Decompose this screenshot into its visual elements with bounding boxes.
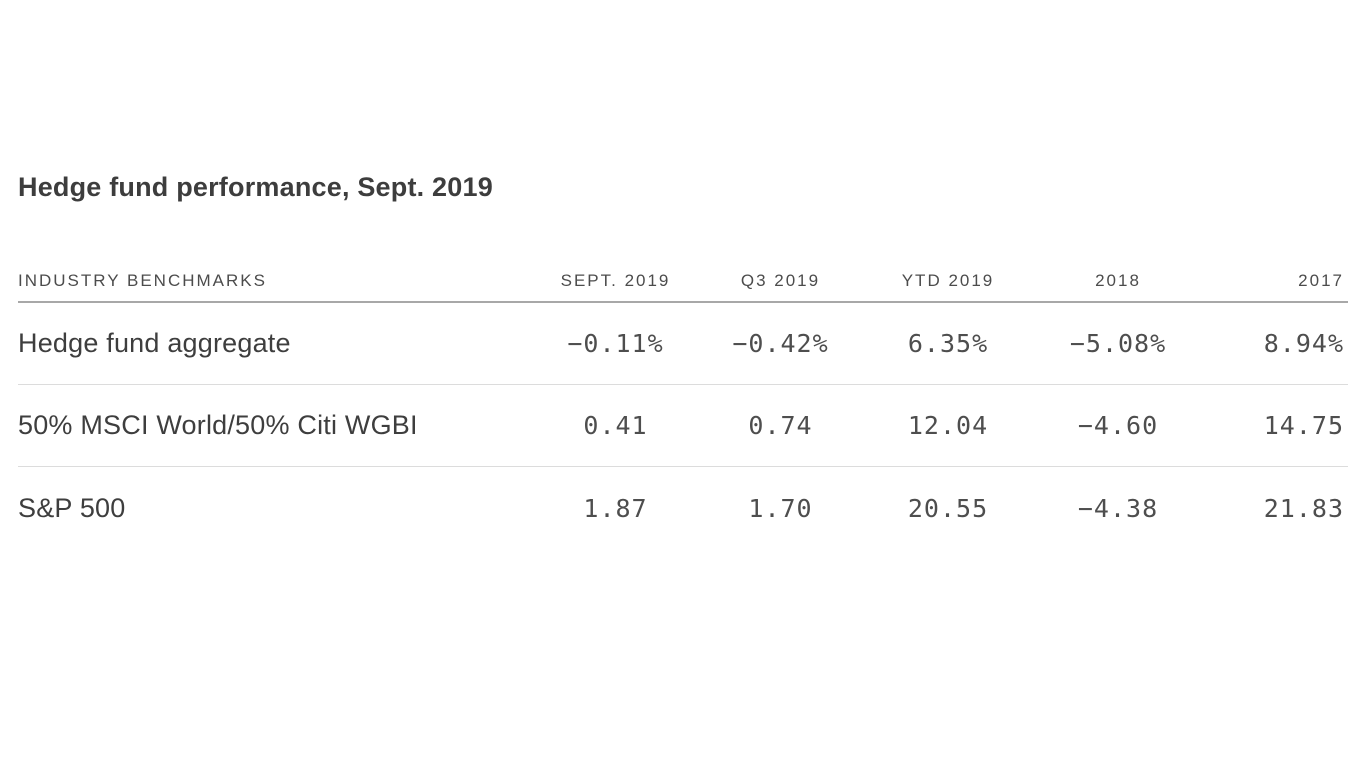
cell-value: 20.55 (907, 493, 989, 523)
page-title: Hedge fund performance, Sept. 2019 (18, 172, 493, 202)
table-row: 50% MSCI World/50% Citi WGBI 0.41 0.74 12.0… (18, 385, 1348, 467)
cell-value: 1.70 (748, 493, 813, 523)
cell-value: −0.11% (567, 329, 664, 358)
cell-value: −0.42% (732, 329, 829, 358)
column-header-benchmarks: INDUSTRY BENCHMARKS (18, 271, 267, 290)
table-header-row: INDUSTRY BENCHMARKS SEPT. 2019 Q3 2019 YTD… (18, 256, 1348, 303)
column-header: SEPT. 2019 (560, 271, 671, 290)
cell-value: 21.83 (1263, 493, 1344, 523)
cell-value: 1.87 (583, 493, 648, 523)
table-row: Hedge fund aggregate −0.11% −0.42% 6.35% −5.… (18, 303, 1348, 385)
column-header: 2018 (1095, 271, 1141, 290)
row-label: Hedge fund aggregate (18, 328, 291, 358)
table-row: S&P 500 1.87 1.70 20.55 −4.38 21.83 (18, 467, 1348, 549)
table-body: Hedge fund aggregate −0.11% −0.42% 6.35% −5.… (18, 303, 1348, 549)
benchmark-table: INDUSTRY BENCHMARKS SEPT. 2019 Q3 2019 YTD… (18, 256, 1348, 549)
cell-value: 0.74 (748, 411, 813, 440)
cell-value: 0.41 (583, 411, 648, 440)
cell-value: −5.08% (1069, 329, 1167, 358)
column-header: 2017 (1298, 271, 1344, 290)
cell-value: −4.38 (1077, 493, 1159, 523)
row-label: 50% MSCI World/50% Citi WGBI (18, 410, 418, 440)
cell-value: 12.04 (907, 411, 989, 440)
cell-value: 14.75 (1263, 411, 1344, 440)
cell-value: 6.35% (907, 329, 989, 358)
cell-value: −4.60 (1077, 411, 1159, 440)
column-header: Q3 2019 (740, 271, 821, 290)
column-header: YTD 2019 (901, 271, 995, 290)
cell-value: 8.94% (1263, 329, 1344, 358)
row-label: S&P 500 (18, 492, 126, 523)
